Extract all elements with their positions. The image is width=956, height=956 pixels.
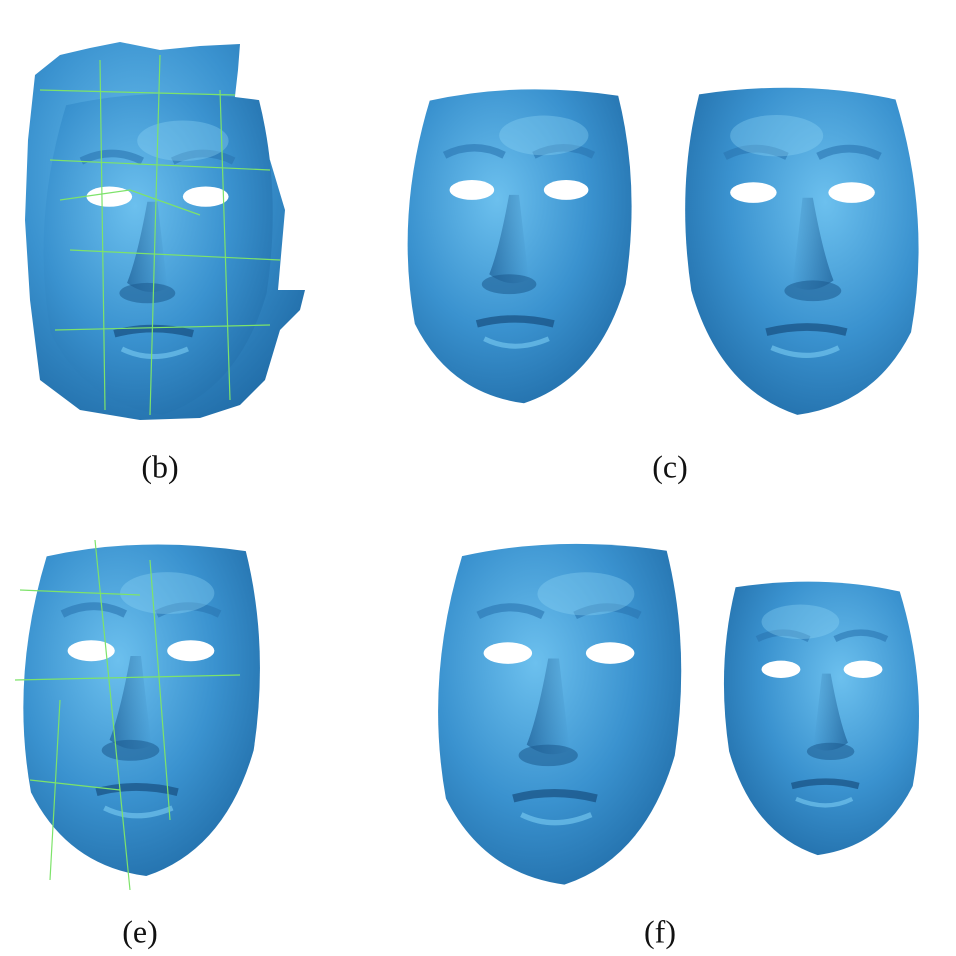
panel-label: (c) bbox=[652, 448, 688, 484]
segment-lines bbox=[14, 539, 241, 891]
segment-lines bbox=[39, 54, 281, 416]
face-model-mirrored bbox=[685, 88, 918, 415]
face-model bbox=[438, 544, 681, 885]
panel-label: (b) bbox=[141, 448, 178, 484]
panel-label: (e) bbox=[122, 913, 158, 949]
panel-label: (f) bbox=[644, 913, 676, 949]
face-model bbox=[408, 89, 632, 403]
face-model-mirrored bbox=[724, 582, 919, 855]
